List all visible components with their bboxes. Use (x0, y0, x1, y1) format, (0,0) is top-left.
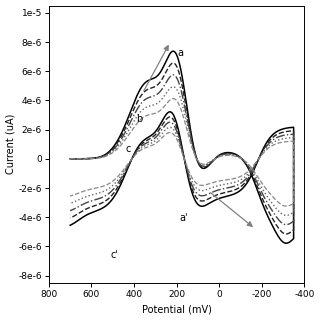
Text: a': a' (180, 213, 188, 223)
Y-axis label: Current (uA): Current (uA) (5, 114, 16, 174)
X-axis label: Potential (mV): Potential (mV) (142, 304, 212, 315)
Text: a: a (178, 48, 184, 58)
Text: b: b (136, 114, 142, 124)
Text: c': c' (111, 250, 118, 260)
Text: c: c (125, 144, 131, 154)
